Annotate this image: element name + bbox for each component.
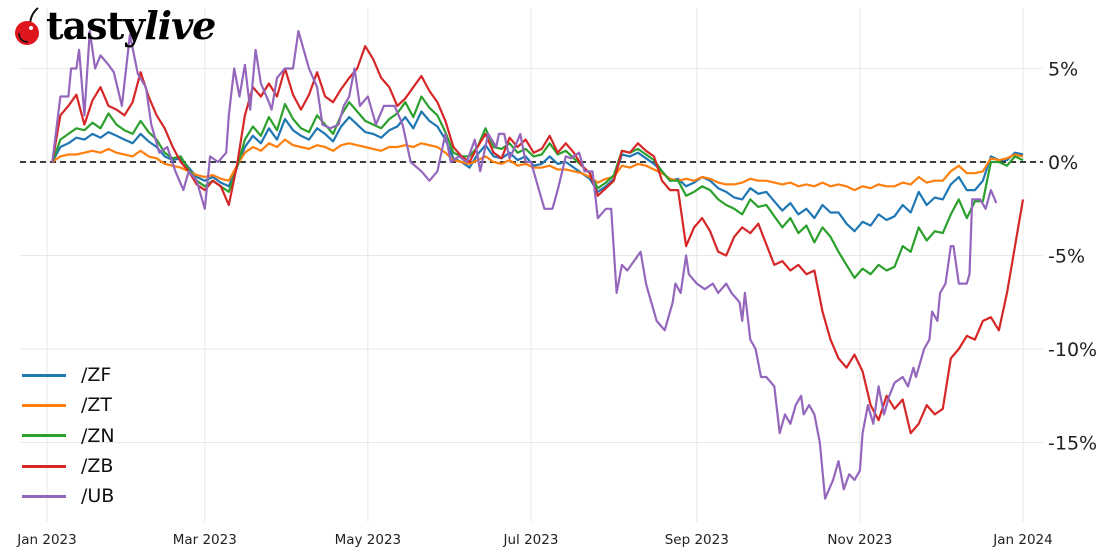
- y-tick-label: -5%: [1048, 246, 1085, 268]
- chart-legend: /ZF /ZT /ZN /ZB /UB: [22, 360, 115, 511]
- legend-label: /ZF: [81, 364, 112, 387]
- legend-item-ub: /UB: [22, 481, 115, 511]
- series-line-ub: [51, 30, 998, 500]
- brand-name: tastylive: [46, 3, 216, 48]
- series-lines: [51, 30, 1025, 500]
- y-tick-label: 5%: [1048, 59, 1078, 81]
- legend-swatch: [22, 464, 66, 468]
- y-axis-labels: 5% 0% -5% -10% -15%: [1048, 59, 1097, 455]
- legend-label: /UB: [81, 485, 115, 508]
- x-tick-label: Sep 2023: [665, 532, 729, 548]
- grid-lines: [20, 8, 1043, 522]
- legend-swatch: [22, 494, 66, 498]
- legend-item-zn: /ZN: [22, 421, 115, 451]
- cherry-icon: [15, 7, 39, 45]
- series-line-zf: [51, 110, 1024, 233]
- x-axis-labels: Jan 2023 Mar 2023 May 2023 Jul 2023 Sep 2023…: [16, 532, 1052, 548]
- legend-swatch: [22, 403, 66, 407]
- y-tick-label: -10%: [1048, 339, 1097, 361]
- legend-label: /ZB: [81, 455, 114, 478]
- legend-swatch: [22, 434, 66, 438]
- x-tick-label: May 2023: [335, 532, 402, 548]
- tastylive-logo: tastylive: [10, 3, 216, 48]
- legend-swatch: [22, 373, 66, 377]
- series-line-zt: [51, 138, 1024, 192]
- x-tick-label: Jul 2023: [503, 532, 559, 548]
- x-tick-label: Jan 2024: [992, 532, 1052, 548]
- legend-item-zf: /ZF: [22, 360, 115, 390]
- legend-label: /ZT: [81, 394, 113, 417]
- x-tick-label: Mar 2023: [173, 532, 237, 548]
- legend-label: /ZN: [81, 424, 115, 447]
- x-tick-label: Jan 2023: [16, 532, 76, 548]
- y-tick-label: -15%: [1048, 433, 1097, 455]
- x-tick-label: Nov 2023: [827, 532, 892, 548]
- series-line-zb: [51, 45, 1025, 435]
- y-tick-label: 0%: [1048, 152, 1078, 174]
- legend-item-zt: /ZT: [22, 390, 115, 420]
- legend-item-zb: /ZB: [22, 451, 115, 481]
